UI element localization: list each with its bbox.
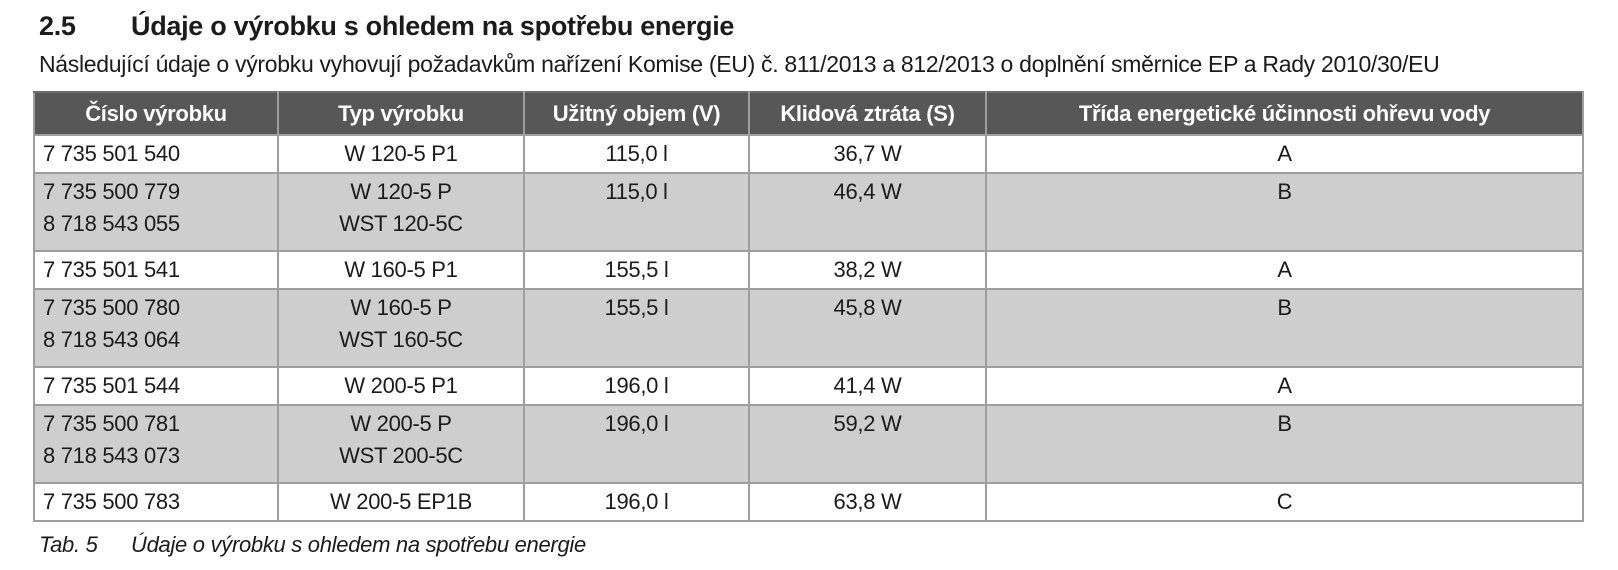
table-row: 7 735 500 779 8 718 543 055 W 120-5 P WS… xyxy=(33,172,1584,253)
table-header-row: Číslo výrobku Typ výrobku Užitný objem (V)… xyxy=(33,91,1584,137)
column-header-5: Třída energetické účinnosti ohřevu vody xyxy=(985,91,1584,137)
cell-standby-loss: 45,8 W xyxy=(748,287,987,368)
cell-efficiency-class: C xyxy=(985,481,1584,522)
table-row: 7 735 501 541 W 160-5 P1 155,5 l 38,2 W … xyxy=(33,250,1584,290)
cell-efficiency-class: B xyxy=(985,172,1584,253)
cell-standby-loss: 46,4 W xyxy=(748,172,987,253)
section-heading: 2.5 Údaje o výrobku s ohledem na spotřeb… xyxy=(39,10,1582,42)
cell-usable-volume: 196,0 l xyxy=(523,365,750,406)
table-row: 7 735 501 540 W 120-5 P1 115,0 l 36,7 W … xyxy=(33,134,1584,175)
cell-usable-volume: 115,0 l xyxy=(523,134,750,175)
cell-product-type: W 200-5 P1 xyxy=(277,365,525,406)
table-row: 7 735 500 781 8 718 543 073 W 200-5 P WS… xyxy=(33,403,1584,484)
cell-usable-volume: 115,0 l xyxy=(523,172,750,253)
cell-product-type: W 160-5 P1 xyxy=(277,250,525,290)
cell-standby-loss: 59,2 W xyxy=(748,403,987,484)
document-page: 2.5 Údaje o výrobku s ohledem na spotřeb… xyxy=(33,10,1584,558)
cell-product-number: 7 735 500 783 xyxy=(33,481,279,522)
cell-efficiency-class: A xyxy=(985,365,1584,406)
cell-product-number: 7 735 500 781 8 718 543 073 xyxy=(33,403,279,484)
cell-efficiency-class: B xyxy=(985,403,1584,484)
cell-product-type: W 160-5 P WST 160-5C xyxy=(277,287,525,368)
column-header-3: Užitný objem (V) xyxy=(523,91,750,137)
cell-usable-volume: 196,0 l xyxy=(523,481,750,522)
cell-efficiency-class: A xyxy=(985,134,1584,175)
column-header-4: Klidová ztráta (S) xyxy=(748,91,987,137)
cell-standby-loss: 63,8 W xyxy=(748,481,987,522)
table-row: 7 735 500 783 W 200-5 EP1B 196,0 l 63,8 … xyxy=(33,481,1584,522)
cell-product-number: 7 735 501 541 xyxy=(33,250,279,290)
column-header-1: Číslo výrobku xyxy=(33,91,279,137)
cell-product-number: 7 735 501 544 xyxy=(33,365,279,406)
cell-standby-loss: 36,7 W xyxy=(748,134,987,175)
cell-product-type: W 200-5 EP1B xyxy=(277,481,525,522)
table-caption: Tab. 5 Údaje o výrobku s ohledem na spot… xyxy=(39,532,1582,558)
intro-paragraph: Následující údaje o výrobku vyhovují pož… xyxy=(39,51,1440,78)
cell-efficiency-class: A xyxy=(985,250,1584,290)
cell-standby-loss: 41,4 W xyxy=(748,365,987,406)
column-header-2: Typ výrobku xyxy=(277,91,525,137)
cell-usable-volume: 155,5 l xyxy=(523,287,750,368)
cell-standby-loss: 38,2 W xyxy=(748,250,987,290)
table-row: 7 735 501 544 W 200-5 P1 196,0 l 41,4 W … xyxy=(33,365,1584,406)
table-row: 7 735 500 780 8 718 543 064 W 160-5 P WS… xyxy=(33,287,1584,368)
product-energy-table: Číslo výrobku Typ výrobku Užitný objem (V)… xyxy=(33,91,1584,522)
cell-usable-volume: 196,0 l xyxy=(523,403,750,484)
cell-usable-volume: 155,5 l xyxy=(523,250,750,290)
section-title: Údaje o výrobku s ohledem na spotřebu en… xyxy=(131,11,735,41)
cell-product-number: 7 735 501 540 xyxy=(33,134,279,175)
caption-label: Tab. 5 xyxy=(39,531,98,557)
cell-product-number: 7 735 500 779 8 718 543 055 xyxy=(33,172,279,253)
cell-product-type: W 120-5 P WST 120-5C xyxy=(277,172,525,253)
cell-product-number: 7 735 500 780 8 718 543 064 xyxy=(33,287,279,368)
section-number: 2.5 xyxy=(39,11,76,41)
cell-product-type: W 120-5 P1 xyxy=(277,134,525,175)
caption-text: Údaje o výrobku s ohledem na spotřebu en… xyxy=(131,531,586,557)
cell-product-type: W 200-5 P WST 200-5C xyxy=(277,403,525,484)
cell-efficiency-class: B xyxy=(985,287,1584,368)
